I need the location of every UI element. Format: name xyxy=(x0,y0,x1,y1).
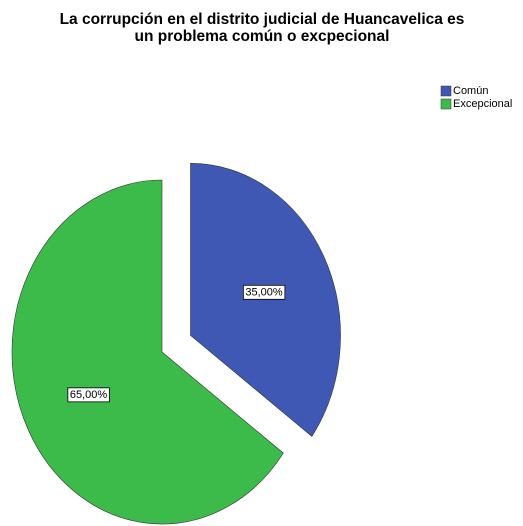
chart-title: un problema común o excpecional xyxy=(135,28,390,45)
value-label-box xyxy=(67,387,110,403)
chart-title: La corrupción en el distrito judicial de… xyxy=(60,11,465,28)
pie-slice xyxy=(190,163,341,437)
value-label: 35,00% xyxy=(245,286,283,298)
legend-label: Común xyxy=(453,85,488,97)
legend-swatch xyxy=(440,85,452,97)
legend-swatch xyxy=(440,98,452,110)
value-label: 65,00% xyxy=(70,389,108,401)
pie-slice xyxy=(11,179,284,525)
value-label-box xyxy=(242,284,286,300)
legend-label: Excepcional xyxy=(453,98,512,110)
